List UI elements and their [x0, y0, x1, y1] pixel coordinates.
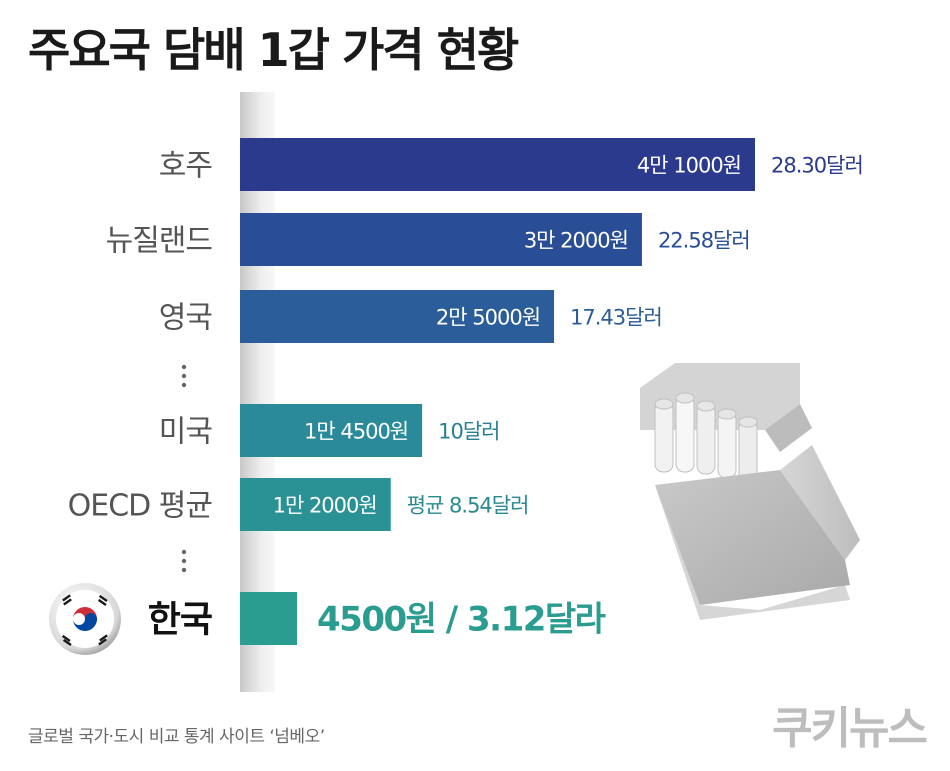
- bar-label: 3만 2000원: [524, 229, 628, 253]
- chart-title: 주요국 담배 1갑 가격 현황: [28, 23, 519, 77]
- korea-flag-icon: [49, 583, 121, 655]
- bar-label: 1만 2000원: [273, 494, 377, 518]
- bar: [240, 290, 555, 343]
- source-note: 글로벌 국가·도시 비교 통계 사이트 ‘넘베오’: [28, 727, 325, 747]
- category-label: 뉴질랜드: [106, 224, 213, 259]
- brand-logo: 쿠키뉴스: [772, 703, 928, 754]
- bar: [240, 404, 423, 457]
- bar-label: 1만 4500원: [304, 420, 408, 444]
- value-label: 17.43달러: [570, 306, 662, 330]
- bar: [240, 592, 297, 645]
- bar: [240, 213, 642, 266]
- cigarette-pack-icon: [640, 363, 860, 620]
- category-label: 영국: [159, 301, 213, 336]
- category-label: OECD 평균: [68, 489, 213, 524]
- value-label: 22.58달러: [658, 229, 750, 253]
- ellipsis-marker: [181, 549, 187, 573]
- ellipsis-markers: [181, 364, 187, 573]
- value-label: 10달러: [438, 420, 499, 444]
- bar: [240, 478, 391, 531]
- value-label: 4500원 / 3.12달라: [317, 600, 606, 640]
- category-label: 호주: [159, 149, 212, 184]
- value-label: 28.30달러: [771, 154, 863, 178]
- bar-label: 2만 5000원: [436, 306, 540, 330]
- bars: [240, 138, 755, 645]
- bar-label: 4만 1000원: [637, 154, 741, 178]
- value-label: 평균 8.54달러: [407, 494, 529, 518]
- bar: [240, 138, 755, 191]
- category-label: 한국: [148, 600, 212, 641]
- category-label: 미국: [159, 415, 213, 450]
- ellipsis-marker: [181, 364, 187, 388]
- bar-inner-labels: 4만 1000원 3만 2000원 2만 5000원 1만 4500원 1만 2000원: [273, 154, 742, 518]
